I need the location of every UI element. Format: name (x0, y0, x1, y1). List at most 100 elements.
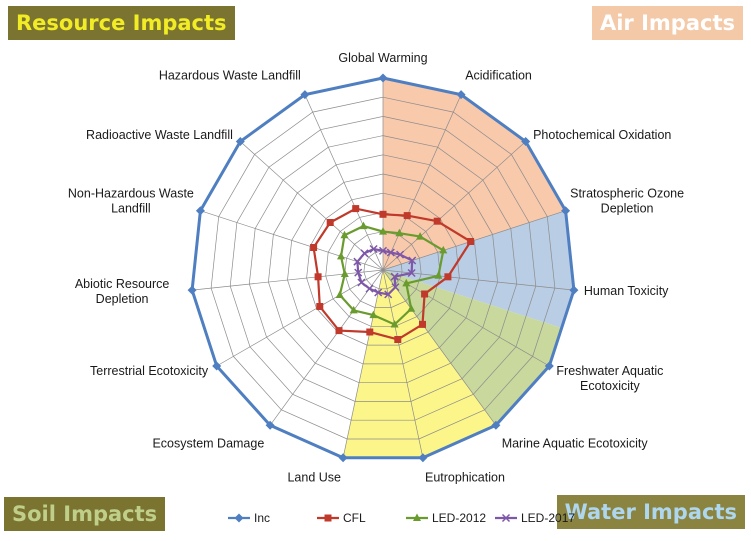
data-point-led-2017 (408, 256, 417, 265)
legend-item-inc: Inc (228, 511, 270, 525)
grid-spoke (216, 269, 384, 367)
data-point-inc (187, 285, 197, 295)
data-point-led-2012 (439, 245, 448, 254)
series-line-led-2012 (338, 224, 445, 326)
data-point-led-2012 (369, 310, 378, 319)
grid-ring (229, 116, 537, 421)
data-point-led-2012 (340, 269, 349, 277)
sector-resource (343, 270, 496, 458)
legend-label-led-2017: LED-2017 (521, 511, 575, 525)
data-point-inc (265, 420, 275, 430)
data-point-cfl (314, 273, 322, 281)
data-point-led-2017 (353, 257, 362, 266)
axis-label: Human Toxicity (584, 284, 669, 298)
data-point-inc (212, 361, 222, 371)
data-point-led-2012 (359, 221, 368, 230)
data-point-cfl (326, 219, 334, 226)
data-point-led-2017 (357, 278, 366, 287)
axis-label: Hazardous Waste Landfill (159, 69, 301, 83)
legend-marker-led-2017 (501, 513, 511, 523)
data-point-led-2017 (378, 246, 388, 255)
grid-spoke (240, 141, 384, 271)
legend-label-cfl: CFL (343, 511, 366, 525)
series-line-inc (190, 76, 576, 460)
legend: Inc CFL LED-2012 LED-2017 (228, 511, 575, 525)
axis-label: Freshwater Aquatic Ecotoxicity (556, 364, 663, 393)
grid-spoke (269, 269, 384, 426)
series-line-led-2017 (356, 247, 414, 296)
legend-item-cfl: CFL (317, 511, 366, 525)
data-point-cfl (366, 328, 374, 336)
legend-label-led-2012: LED-2012 (432, 511, 486, 525)
series-line-cfl (312, 207, 473, 341)
grid-spoke (382, 269, 550, 367)
data-point-cfl (444, 273, 452, 281)
series-led-2017 (353, 244, 417, 299)
data-point-cfl (394, 336, 402, 343)
grid-ring (210, 96, 556, 440)
data-point-inc (521, 137, 531, 146)
data-point-led-2017 (360, 249, 369, 258)
air-impacts-label: Air Impacts (591, 6, 743, 40)
legend-item-led-2012: LED-2012 (406, 511, 486, 525)
series-led-2012 (335, 221, 448, 328)
data-point-inc (338, 453, 348, 463)
data-point-led-2017 (384, 290, 393, 299)
data-point-cfl (352, 205, 360, 213)
grid-spoke (382, 269, 574, 291)
series-cfl (310, 205, 475, 343)
data-point-cfl (467, 238, 475, 245)
grid-spoke (382, 269, 497, 426)
grid-ring (306, 192, 460, 346)
axis-label: Land Use (287, 471, 341, 485)
data-point-cfl (310, 244, 318, 251)
data-point-inc (569, 285, 579, 295)
data-point-cfl (433, 217, 441, 225)
grid-ring (344, 231, 422, 308)
grid-spoke (382, 94, 462, 271)
data-point-led-2012 (390, 320, 399, 328)
axis-label: Ecosystem Damage (152, 436, 264, 450)
data-point-inc (235, 137, 245, 146)
sector-soil (383, 270, 562, 426)
grid-ring (248, 135, 518, 402)
legend-marker-inc (234, 513, 244, 523)
grid-spoke (382, 141, 526, 271)
legend-label-inc: Inc (254, 511, 270, 525)
data-point-led-2012 (337, 251, 345, 260)
data-point-led-2017 (374, 288, 383, 297)
grid-spoke (304, 94, 384, 271)
data-point-led-2017 (369, 244, 378, 254)
axis-label: Eutrophication (425, 471, 505, 485)
data-point-led-2012 (395, 228, 404, 237)
data-point-inc (561, 206, 571, 216)
data-point-inc (378, 73, 388, 83)
data-point-cfl (403, 212, 411, 220)
legend-item-led-2017: LED-2017 (495, 511, 575, 525)
axis-label: Acidification (465, 69, 532, 83)
data-point-led-2012 (434, 271, 443, 279)
axis-label: Photochemical Oxidation (533, 128, 671, 142)
grid-ring (325, 212, 441, 327)
data-point-led-2017 (396, 250, 405, 259)
data-point-led-2017 (407, 268, 416, 278)
grid-ring (287, 173, 479, 365)
data-point-led-2017 (354, 268, 363, 277)
axis-label: Marine Aquatic Ecotoxicity (502, 436, 649, 450)
data-point-inc (544, 361, 554, 371)
data-point-led-2012 (402, 278, 411, 287)
data-point-led-2017 (391, 283, 400, 292)
data-point-led-2012 (340, 230, 349, 239)
data-point-cfl (379, 210, 387, 218)
grid-spoke (382, 269, 424, 458)
resource-impacts-label: Resource Impacts (8, 6, 235, 40)
grid-ring (363, 250, 403, 290)
legend-marker-cfl (324, 514, 332, 522)
axis-label: Non-Hazardous Waste Landfill (68, 187, 194, 216)
series-inc (187, 73, 579, 463)
data-point-inc (195, 206, 205, 216)
legend-marker-led-2012 (413, 513, 421, 521)
soil-impacts-label: Soil Impacts (4, 497, 166, 531)
data-point-led-2012 (407, 304, 416, 312)
